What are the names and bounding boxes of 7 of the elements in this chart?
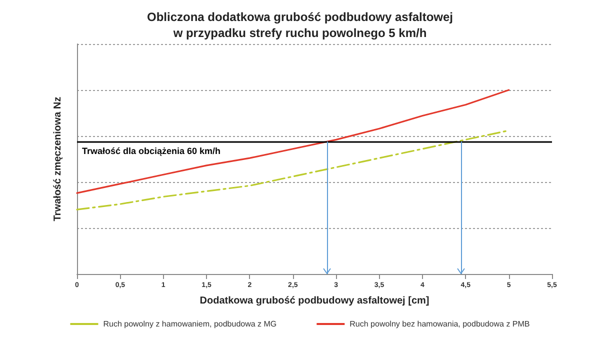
y-axis-title: Trwałość zmęczeniowa Nz: [52, 96, 64, 222]
legend-label: Ruch powolny z hamowaniem, podbudowa z MG: [103, 320, 277, 328]
ref-line-label: Trwałość dla obciążenia 60 km/h: [82, 146, 221, 156]
chart-title: Obliczona dodatkowa grubość podbudowy asfaltowej: [146, 10, 454, 24]
legend-label: Ruch powolny bez hamowania, podbudowa z PMB: [350, 320, 530, 328]
chart-subtitle: w przypadku strefy ruchu powolnego 5 km/h: [172, 26, 427, 40]
x-axis-title: Dodatkowa grubość podbudowy asfaltowej [cm]: [200, 296, 430, 306]
